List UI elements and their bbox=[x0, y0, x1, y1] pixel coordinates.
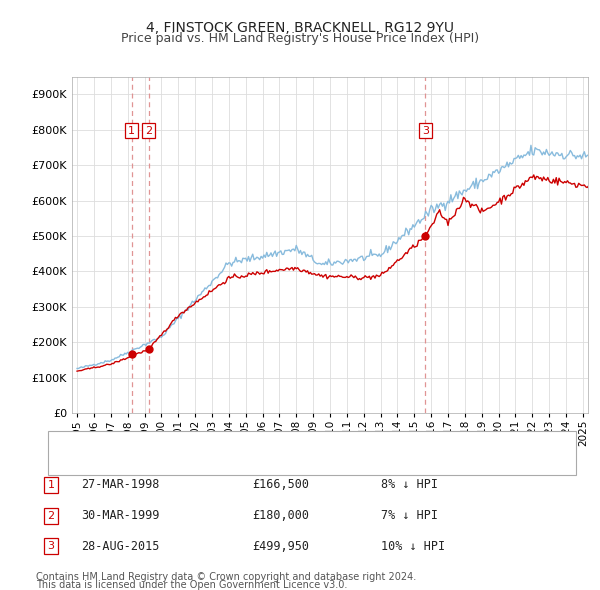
Text: 4, FINSTOCK GREEN, BRACKNELL, RG12 9YU: 4, FINSTOCK GREEN, BRACKNELL, RG12 9YU bbox=[146, 21, 454, 35]
Text: 3: 3 bbox=[422, 126, 429, 136]
Text: 1: 1 bbox=[128, 126, 135, 136]
Text: 1: 1 bbox=[47, 480, 55, 490]
Text: 7% ↓ HPI: 7% ↓ HPI bbox=[381, 509, 438, 522]
Text: 8% ↓ HPI: 8% ↓ HPI bbox=[381, 478, 438, 491]
Text: This data is licensed under the Open Government Licence v3.0.: This data is licensed under the Open Gov… bbox=[36, 581, 347, 590]
Text: 3: 3 bbox=[47, 542, 55, 551]
Text: 10% ↓ HPI: 10% ↓ HPI bbox=[381, 540, 445, 553]
Text: Price paid vs. HM Land Registry's House Price Index (HPI): Price paid vs. HM Land Registry's House … bbox=[121, 32, 479, 45]
Text: 30-MAR-1999: 30-MAR-1999 bbox=[81, 509, 160, 522]
Text: 2: 2 bbox=[145, 126, 152, 136]
Text: Contains HM Land Registry data © Crown copyright and database right 2024.: Contains HM Land Registry data © Crown c… bbox=[36, 572, 416, 582]
Text: 2: 2 bbox=[47, 511, 55, 520]
Text: £166,500: £166,500 bbox=[252, 478, 309, 491]
Text: HPI: Average price, detached house, Bracknell Forest: HPI: Average price, detached house, Brac… bbox=[99, 461, 395, 470]
Text: 4, FINSTOCK GREEN, BRACKNELL, RG12 9YU (detached house): 4, FINSTOCK GREEN, BRACKNELL, RG12 9YU (… bbox=[99, 441, 448, 451]
Text: 27-MAR-1998: 27-MAR-1998 bbox=[81, 478, 160, 491]
Text: £180,000: £180,000 bbox=[252, 509, 309, 522]
Text: 28-AUG-2015: 28-AUG-2015 bbox=[81, 540, 160, 553]
Text: £499,950: £499,950 bbox=[252, 540, 309, 553]
